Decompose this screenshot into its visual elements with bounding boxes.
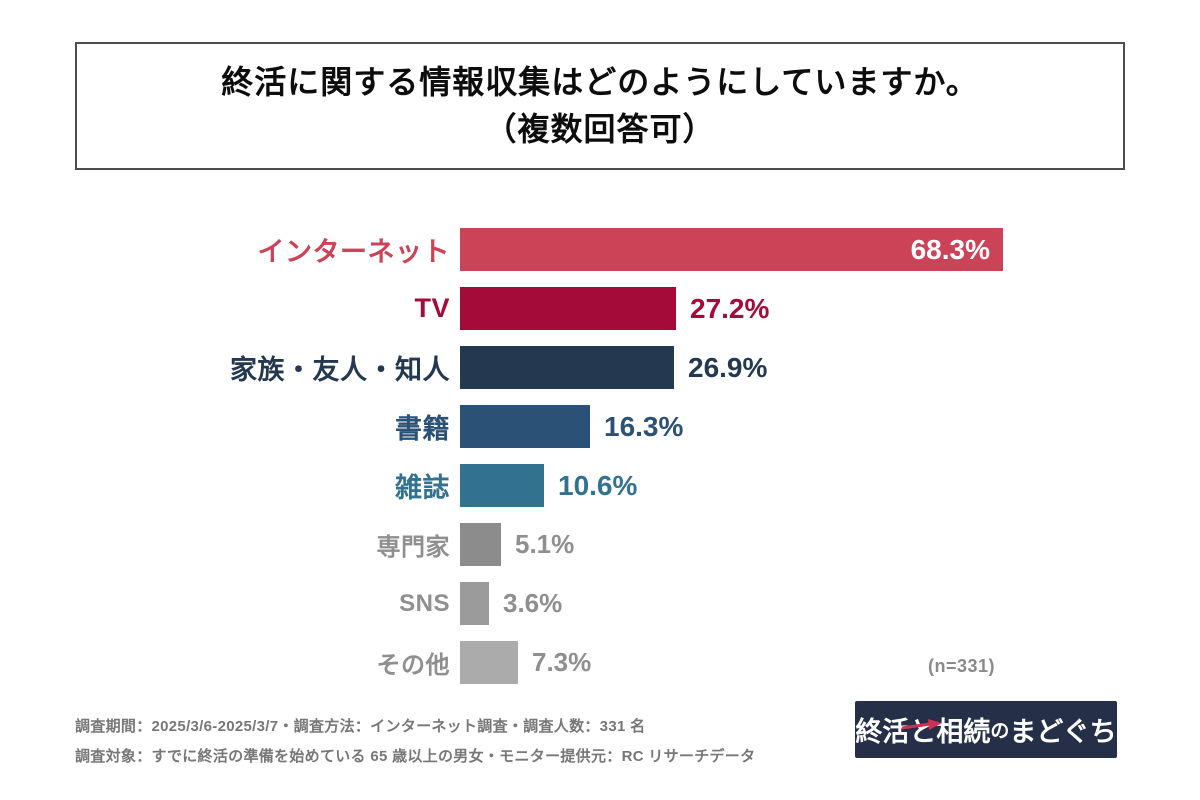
bar: [460, 346, 674, 389]
bar: [460, 464, 544, 507]
bar-track: 3.6%: [460, 582, 1175, 625]
bar: [460, 641, 518, 684]
brand-logo: 終活と相続のまどぐち: [855, 701, 1117, 758]
survey-title-line2: （複数回答可）: [484, 111, 716, 147]
survey-period-method-line: 調査期間：2025/3/6-2025/3/7・調査方法：インターネット調査・調査…: [75, 718, 646, 735]
value-label: 68.3%: [910, 233, 990, 265]
value-label: 5.1%: [515, 529, 575, 559]
logo-text-sozoku: 相続: [936, 717, 991, 747]
bar-track: 10.6%: [460, 464, 1175, 507]
category-label: その他: [376, 652, 450, 679]
bar-row-magazines: 雑誌 10.6%: [75, 464, 1175, 507]
bar-row-tv: TV 27.2%: [75, 287, 1175, 330]
bar-row-internet: インターネット 68.3%: [75, 228, 1175, 271]
bar-row-other: その他 7.3%: [75, 641, 1175, 684]
category-label: 雑誌: [395, 473, 450, 503]
value-label: 16.3%: [604, 410, 684, 442]
bar-track: 27.2%: [460, 287, 1175, 330]
logo-text-no: の: [990, 721, 1010, 742]
sample-size-label: (n=331): [928, 656, 996, 676]
bar-track: 5.1%: [460, 523, 1175, 566]
logo-text-to: と: [902, 710, 943, 749]
bar: 68.3%: [460, 228, 1003, 271]
category-label: SNS: [399, 589, 450, 617]
survey-footer-notes: 調査期間：2025/3/6-2025/3/7・調査方法：インターネット調査・調査…: [75, 712, 755, 772]
logo-text-shukatsu: 終活: [855, 717, 910, 747]
bar: [460, 523, 501, 566]
bar-track: 68.3%: [460, 228, 1175, 271]
survey-title-line1: 終活に関する情報収集はどのようにしていますか。: [221, 64, 979, 100]
value-label: 27.2%: [690, 292, 770, 324]
bar-track: 7.3%: [460, 641, 1175, 684]
category-label: 専門家: [376, 534, 450, 561]
value-label: 26.9%: [688, 351, 768, 383]
bar-chart: インターネット 68.3% TV 27.2% 家族・友人・知人 26.9% 書籍…: [75, 228, 1175, 700]
bar: [460, 582, 489, 625]
survey-title-box: 終活に関する情報収集はどのようにしていますか。 （複数回答可）: [75, 42, 1125, 170]
bar: [460, 405, 590, 448]
category-label: TV: [414, 293, 450, 323]
bar-track: 26.9%: [460, 346, 1175, 389]
category-label: 書籍: [395, 414, 450, 444]
bar-row-sns: SNS 3.6%: [75, 582, 1175, 625]
category-label: 家族・友人・知人: [230, 355, 450, 385]
survey-target-provider-line: 調査対象：すでに終活の準備を始めている 65 歳以上の男女・モニター提供元：RC…: [75, 748, 756, 765]
value-label: 7.3%: [532, 647, 592, 677]
logo-text-madoguchi: まどぐち: [1009, 717, 1117, 747]
bar-row-books: 書籍 16.3%: [75, 405, 1175, 448]
category-label: インターネット: [257, 237, 450, 267]
bar: [460, 287, 676, 330]
value-label: 10.6%: [558, 469, 638, 501]
value-label: 3.6%: [503, 588, 563, 618]
bar-row-family-friends: 家族・友人・知人 26.9%: [75, 346, 1175, 389]
bar-row-experts: 専門家 5.1%: [75, 523, 1175, 566]
bar-track: 16.3%: [460, 405, 1175, 448]
